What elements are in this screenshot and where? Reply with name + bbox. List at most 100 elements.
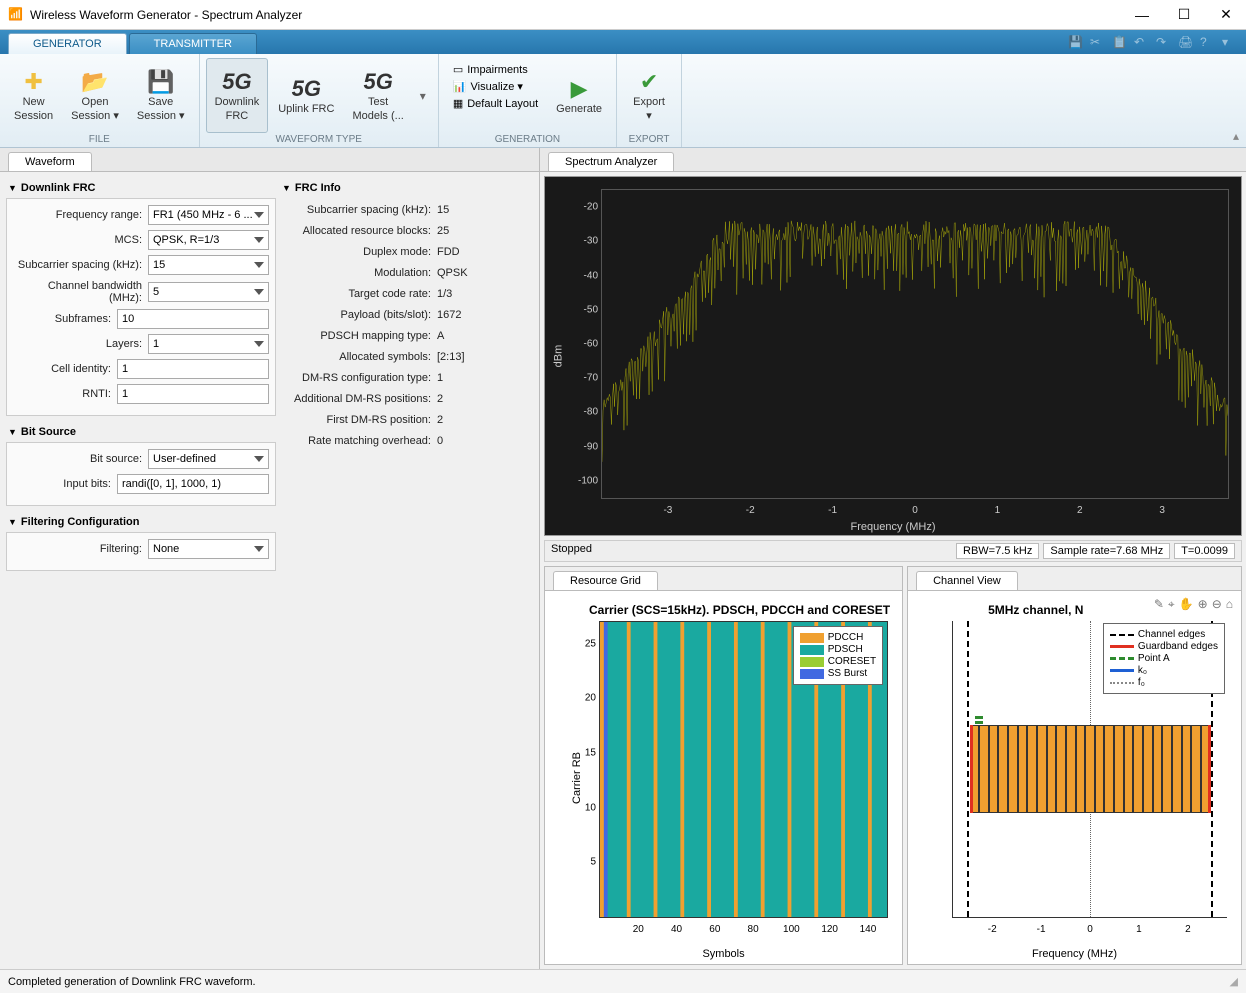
filtering-select[interactable]: None bbox=[148, 539, 269, 559]
section-filtering[interactable]: Filtering Configuration bbox=[6, 512, 276, 532]
status-bar: Completed generation of Downlink FRC wav… bbox=[0, 969, 1246, 993]
resize-grip-icon[interactable]: ◢ bbox=[1230, 975, 1238, 988]
input-bits-input[interactable] bbox=[117, 474, 269, 494]
group-waveform-type: 5GDownlink FRC 5GUplink FRC 5GTest Model… bbox=[200, 54, 439, 147]
resource-grid-pane: Resource Grid Carrier (SCS=15kHz). PDSCH… bbox=[544, 566, 903, 965]
info-value: 15 bbox=[437, 204, 449, 216]
downlink-frc-body: Frequency range:FR1 (450 MHz - 6 ... MCS… bbox=[6, 198, 276, 416]
quick-access: 💾 ✂ 📋 ↶ ↷ 🖨 ? ▾ bbox=[1068, 35, 1246, 54]
open-session-button[interactable]: 📂Open Session ▾ bbox=[63, 58, 127, 133]
info-label: Modulation: bbox=[282, 267, 437, 279]
scs-select[interactable]: 15 bbox=[148, 255, 269, 275]
qat-icon[interactable]: ↷ bbox=[1156, 35, 1172, 51]
info-label: Payload (bits/slot): bbox=[282, 309, 437, 321]
collapse-toolstrip-button[interactable]: ▴ bbox=[1226, 54, 1246, 147]
uplink-frc-button[interactable]: 5GUplink FRC bbox=[270, 58, 342, 133]
tab-transmitter[interactable]: TRANSMITTER bbox=[129, 33, 257, 54]
tab-channel-view[interactable]: Channel View bbox=[916, 571, 1018, 590]
downlink-frc-button[interactable]: 5GDownlink FRC bbox=[206, 58, 269, 133]
tab-generator[interactable]: GENERATOR bbox=[8, 33, 127, 54]
title-bar: 📶 Wireless Waveform Generator - Spectrum… bbox=[0, 0, 1246, 30]
cell-identity-input[interactable] bbox=[117, 359, 269, 379]
section-downlink-frc[interactable]: Downlink FRC bbox=[6, 178, 276, 198]
rg-legend: PDCCHPDSCHCORESETSS Burst bbox=[793, 626, 883, 685]
default-layout-button[interactable]: ▦Default Layout bbox=[451, 96, 540, 111]
group-label: FILE bbox=[6, 133, 193, 145]
qat-icon[interactable]: 📋 bbox=[1112, 35, 1128, 51]
bandwidth-select[interactable]: 5 bbox=[148, 282, 269, 302]
info-label: First DM-RS position: bbox=[282, 414, 437, 426]
minimize-button[interactable]: — bbox=[1130, 5, 1154, 25]
main-tab-bar: GENERATOR TRANSMITTER 💾 ✂ 📋 ↶ ↷ 🖨 ? ▾ bbox=[0, 30, 1246, 54]
spectrum-canvas: -20-30-40-50-60-70-80-90-100-3-2-10123 bbox=[601, 189, 1229, 499]
generation-options: ▭Impairments 📊Visualize ▾ ▦Default Layou… bbox=[445, 58, 546, 133]
section-bit-source[interactable]: Bit Source bbox=[6, 422, 276, 442]
close-button[interactable]: ✕ bbox=[1214, 5, 1238, 25]
visualize-button[interactable]: 📊Visualize ▾ bbox=[451, 79, 540, 94]
info-value: 0 bbox=[437, 435, 443, 447]
info-value: 25 bbox=[437, 225, 449, 237]
tab-spectrum[interactable]: Spectrum Analyzer bbox=[548, 152, 674, 171]
label-bit-source: Bit source: bbox=[13, 453, 148, 465]
rg-title: Carrier (SCS=15kHz). PDSCH, PDCCH and CO… bbox=[585, 599, 894, 621]
test-models-button[interactable]: 5GTest Models (... bbox=[344, 58, 411, 133]
tab-resource-grid[interactable]: Resource Grid bbox=[553, 571, 658, 590]
label-subframes: Subframes: bbox=[13, 313, 117, 325]
resource-grid-body[interactable]: Carrier (SCS=15kHz). PDSCH, PDCCH and CO… bbox=[545, 591, 902, 964]
qat-icon[interactable]: ✂ bbox=[1090, 35, 1106, 51]
help-icon[interactable]: ? bbox=[1200, 35, 1216, 51]
impairments-button[interactable]: ▭Impairments bbox=[451, 62, 540, 77]
frequency-range-select[interactable]: FR1 (450 MHz - 6 ... bbox=[148, 205, 269, 225]
label-filtering: Filtering: bbox=[13, 543, 148, 555]
info-value: QPSK bbox=[437, 267, 468, 279]
qat-icon[interactable]: 💾 bbox=[1068, 35, 1084, 51]
section-frc-info[interactable]: FRC Info bbox=[280, 178, 530, 198]
zoomout-icon[interactable]: ⊖ bbox=[1212, 597, 1222, 612]
maximize-button[interactable]: ☐ bbox=[1172, 5, 1196, 25]
brush-icon[interactable]: ✎ bbox=[1154, 597, 1164, 612]
spectrum-tabs: Spectrum Analyzer bbox=[540, 148, 1246, 172]
qat-icon[interactable]: 🖨 bbox=[1178, 35, 1194, 51]
spectrum-trace bbox=[602, 190, 1228, 498]
window-controls: — ☐ ✕ bbox=[1130, 5, 1238, 25]
info-value: 1 bbox=[437, 372, 443, 384]
save-session-button[interactable]: 💾Save Session ▾ bbox=[129, 58, 193, 133]
main-body: Waveform Downlink FRC Frequency range:FR… bbox=[0, 148, 1246, 969]
qat-icon[interactable]: ↶ bbox=[1134, 35, 1150, 51]
play-icon: ▶ bbox=[571, 75, 588, 103]
status-rbw: RBW=7.5 kHz bbox=[956, 543, 1039, 559]
folder-icon: 📂 bbox=[81, 68, 108, 96]
bottom-row: Resource Grid Carrier (SCS=15kHz). PDSCH… bbox=[540, 562, 1246, 969]
status-t: T=0.0099 bbox=[1174, 543, 1235, 559]
home-icon[interactable]: ⌂ bbox=[1226, 597, 1233, 612]
new-session-button[interactable]: ✚New Session bbox=[6, 58, 61, 133]
label-cell: Cell identity: bbox=[13, 363, 117, 375]
group-label: WAVEFORM TYPE bbox=[206, 133, 432, 145]
pan-icon[interactable]: ✋ bbox=[1179, 597, 1194, 612]
label-bw: Channel bandwidth (MHz): bbox=[13, 280, 148, 304]
datacursor-icon[interactable]: ⌖ bbox=[1168, 597, 1175, 612]
generate-button[interactable]: ▶Generate bbox=[548, 58, 610, 133]
options-icon[interactable]: ▾ bbox=[1222, 35, 1238, 51]
info-label: Allocated symbols: bbox=[282, 351, 437, 363]
save-icon: 💾 bbox=[147, 68, 174, 96]
layers-select[interactable]: 1 bbox=[148, 334, 269, 354]
status-state: Stopped bbox=[551, 543, 592, 559]
channel-view-body[interactable]: 5MHz channel, N ✎ ⌖ ✋ ⊕ ⊖ ⌂ Channel edge… bbox=[908, 591, 1241, 964]
cv-bars bbox=[970, 725, 1211, 814]
spectrum-status: Stopped RBW=7.5 kHz Sample rate=7.68 MHz… bbox=[544, 540, 1242, 562]
tab-waveform[interactable]: Waveform bbox=[8, 152, 92, 171]
cv-plot: Channel edgesGuardband edgesPoint Ak₀f₀ … bbox=[952, 621, 1227, 918]
spectrum-plot[interactable]: dBm -20-30-40-50-60-70-80-90-100-3-2-101… bbox=[544, 176, 1242, 536]
export-button[interactable]: ✔Export ▾ bbox=[623, 58, 675, 133]
label-frequency-range: Frequency range: bbox=[13, 209, 148, 221]
waveform-more-button[interactable]: ▾ bbox=[414, 58, 432, 133]
frc-info-body: Subcarrier spacing (kHz):15 Allocated re… bbox=[280, 198, 530, 462]
info-label: PDSCH mapping type: bbox=[282, 330, 437, 342]
zoomin-icon[interactable]: ⊕ bbox=[1198, 597, 1208, 612]
rnti-input[interactable] bbox=[117, 384, 269, 404]
mcs-select[interactable]: QPSK, R=1/3 bbox=[148, 230, 269, 250]
subframes-input[interactable] bbox=[117, 309, 269, 329]
bit-source-select[interactable]: User-defined bbox=[148, 449, 269, 469]
status-rate: Sample rate=7.68 MHz bbox=[1043, 543, 1170, 559]
